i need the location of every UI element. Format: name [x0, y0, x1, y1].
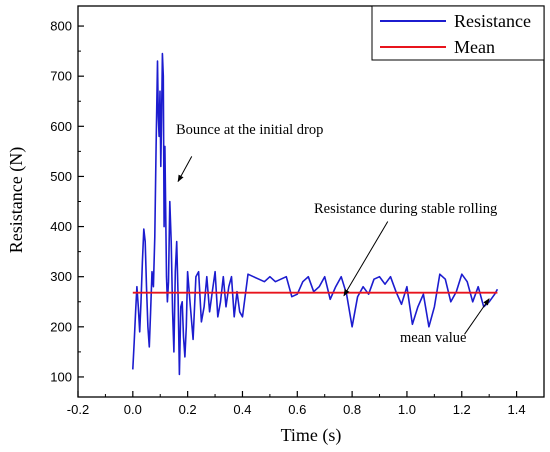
x-tick-label: 0.6: [288, 402, 306, 417]
y-axis-title: Resistance (N): [6, 147, 27, 253]
y-tick-label: 300: [50, 269, 72, 284]
y-tick-label: 800: [50, 19, 72, 34]
x-tick-label: 0.8: [343, 402, 361, 417]
series-group: [132, 52, 499, 376]
x-tick-label: -0.2: [67, 402, 89, 417]
y-tick-label: 500: [50, 169, 72, 184]
y-tick-label: 200: [50, 319, 72, 334]
annotation-arrow: [177, 156, 193, 183]
annotations-group: Bounce at the initial drop Resistance dur…: [176, 122, 497, 346]
x-axis-title: Time (s): [281, 425, 342, 446]
x-tick-label: 0.2: [179, 402, 197, 417]
y-tick-label: 400: [50, 219, 72, 234]
x-tick-label: 0.4: [233, 402, 251, 417]
x-tick-label: 1.4: [508, 402, 526, 417]
annotation-label: mean value: [400, 330, 466, 346]
y-tick-label: 700: [50, 69, 72, 84]
axis-ticks: -0.2 0.0 0.2 0.4 0.6 0.8 1.0 1.2 1.4 100 200 300 400…: [50, 19, 545, 417]
y-tick-label: 600: [50, 119, 72, 134]
x-tick-label: 0.0: [124, 402, 142, 417]
annotation-arrow: [464, 298, 490, 335]
series-line-resistance: [132, 52, 499, 376]
legend-label-resistance: Resistance: [454, 11, 531, 31]
annotation-label: Bounce at the initial drop: [176, 122, 323, 138]
legend-label-mean: Mean: [454, 37, 495, 57]
x-tick-label: 1.2: [453, 402, 471, 417]
legend-box: [371, 5, 545, 61]
x-tick-label: 1.0: [398, 402, 416, 417]
annotation-label: Resistance during stable rolling: [314, 201, 497, 217]
y-tick-label: 100: [50, 369, 72, 384]
legend: Resistance Mean: [371, 5, 545, 61]
annotation-arrow: [343, 221, 389, 297]
